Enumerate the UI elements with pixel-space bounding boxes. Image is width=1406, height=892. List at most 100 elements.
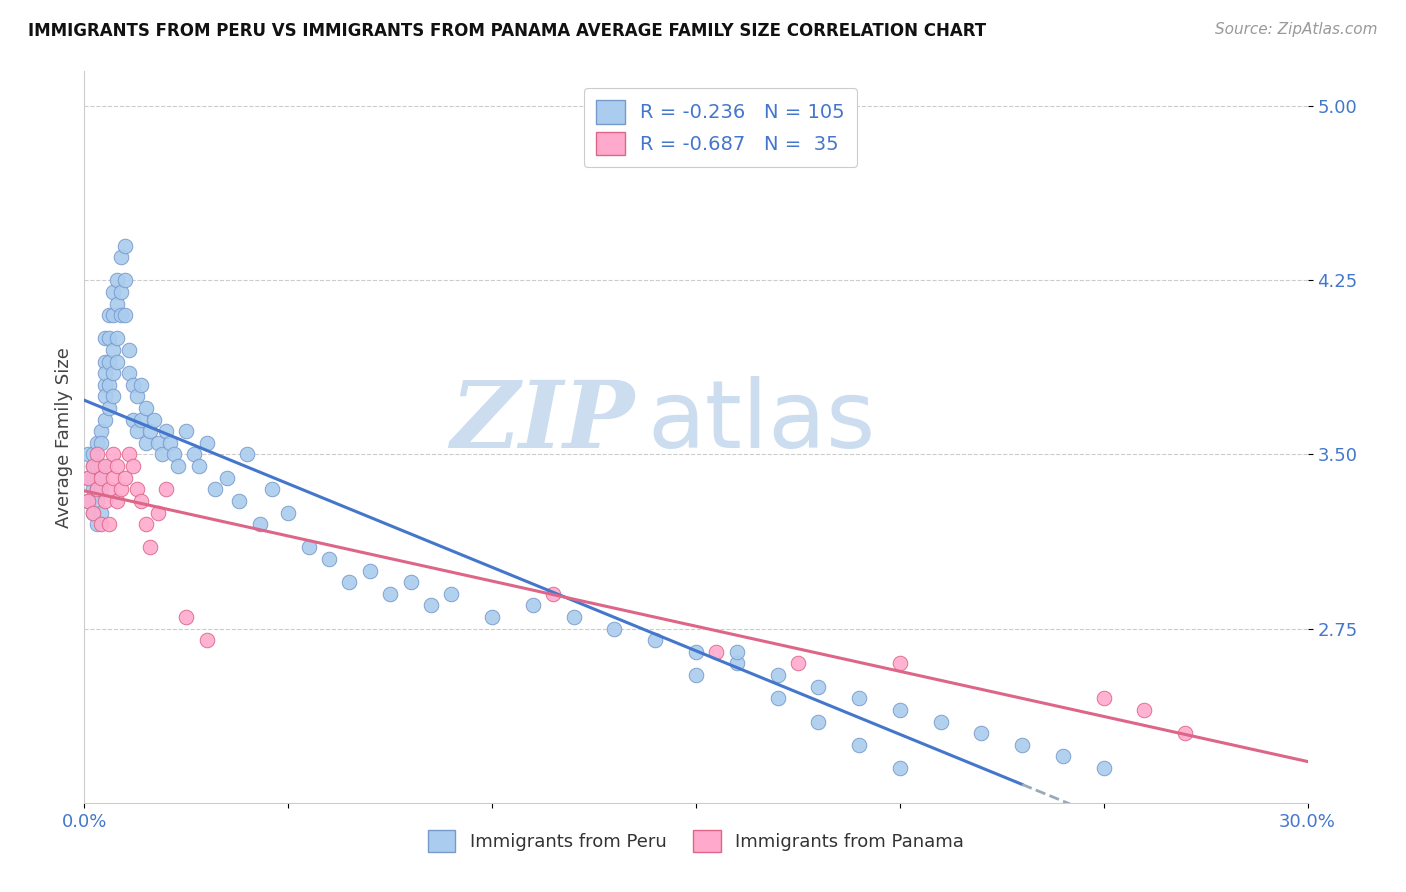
Point	[118, 448, 141, 462]
Point	[90, 459, 112, 474]
Point	[543, 587, 565, 601]
Point	[101, 389, 124, 403]
Point	[105, 273, 128, 287]
Point	[97, 377, 120, 392]
Point	[848, 738, 870, 752]
Point	[135, 436, 157, 450]
Point	[101, 343, 124, 357]
Point	[86, 459, 108, 474]
Point	[122, 412, 145, 426]
Point	[174, 424, 197, 438]
Point	[86, 517, 108, 532]
Point	[146, 436, 169, 450]
Point	[644, 633, 666, 648]
Point	[93, 354, 115, 368]
Point	[90, 483, 112, 497]
Point	[118, 343, 141, 357]
Point	[114, 471, 136, 485]
Point	[82, 448, 104, 462]
Point	[217, 471, 239, 485]
Text: IMMIGRANTS FROM PERU VS IMMIGRANTS FROM PANAMA AVERAGE FAMILY SIZE CORRELATION C: IMMIGRANTS FROM PERU VS IMMIGRANTS FROM …	[28, 22, 986, 40]
Point	[970, 726, 993, 740]
Point	[1174, 726, 1197, 740]
Legend: Immigrants from Peru, Immigrants from Panama: Immigrants from Peru, Immigrants from Pa…	[420, 823, 972, 860]
Point	[82, 506, 104, 520]
Point	[97, 401, 120, 415]
Point	[187, 459, 209, 474]
Point	[105, 459, 128, 474]
Point	[97, 483, 120, 497]
Point	[603, 622, 626, 636]
Point	[725, 657, 748, 671]
Point	[110, 285, 132, 299]
Point	[101, 285, 124, 299]
Point	[1092, 761, 1115, 775]
Point	[90, 424, 112, 438]
Point	[522, 599, 544, 613]
Point	[146, 506, 169, 520]
Point	[339, 575, 361, 590]
Point	[848, 691, 870, 706]
Point	[562, 610, 585, 624]
Point	[1133, 703, 1156, 717]
Point	[204, 483, 226, 497]
Point	[110, 483, 132, 497]
Point	[298, 541, 321, 555]
Point	[1011, 738, 1033, 752]
Point	[90, 517, 112, 532]
Point	[77, 448, 100, 462]
Point	[155, 483, 177, 497]
Point	[163, 448, 186, 462]
Point	[440, 587, 463, 601]
Point	[114, 238, 136, 252]
Point	[167, 459, 190, 474]
Point	[114, 273, 136, 287]
Point	[135, 517, 157, 532]
Point	[142, 412, 165, 426]
Point	[118, 366, 141, 380]
Point	[420, 599, 443, 613]
Point	[86, 494, 108, 508]
Point	[195, 633, 218, 648]
Point	[1092, 691, 1115, 706]
Point	[787, 657, 810, 671]
Point	[889, 761, 911, 775]
Point	[82, 459, 104, 474]
Point	[105, 354, 128, 368]
Point	[105, 331, 128, 345]
Point	[127, 483, 149, 497]
Point	[110, 250, 132, 264]
Point	[101, 448, 124, 462]
Point	[82, 471, 104, 485]
Point	[155, 424, 177, 438]
Point	[77, 471, 100, 485]
Point	[90, 506, 112, 520]
Point	[122, 377, 145, 392]
Point	[318, 552, 340, 566]
Point	[86, 471, 108, 485]
Point	[131, 377, 153, 392]
Point	[481, 610, 503, 624]
Point	[93, 389, 115, 403]
Point	[249, 517, 271, 532]
Point	[127, 424, 149, 438]
Point	[93, 377, 115, 392]
Point	[380, 587, 402, 601]
Point	[90, 471, 112, 485]
Point	[122, 459, 145, 474]
Point	[114, 308, 136, 322]
Point	[725, 645, 748, 659]
Point	[93, 494, 115, 508]
Point	[706, 645, 728, 659]
Text: atlas: atlas	[647, 376, 876, 468]
Point	[93, 366, 115, 380]
Text: ZIP: ZIP	[450, 377, 636, 467]
Point	[131, 412, 153, 426]
Point	[807, 714, 830, 729]
Point	[889, 703, 911, 717]
Point	[685, 668, 707, 682]
Point	[174, 610, 197, 624]
Point	[101, 308, 124, 322]
Point	[236, 448, 259, 462]
Point	[228, 494, 250, 508]
